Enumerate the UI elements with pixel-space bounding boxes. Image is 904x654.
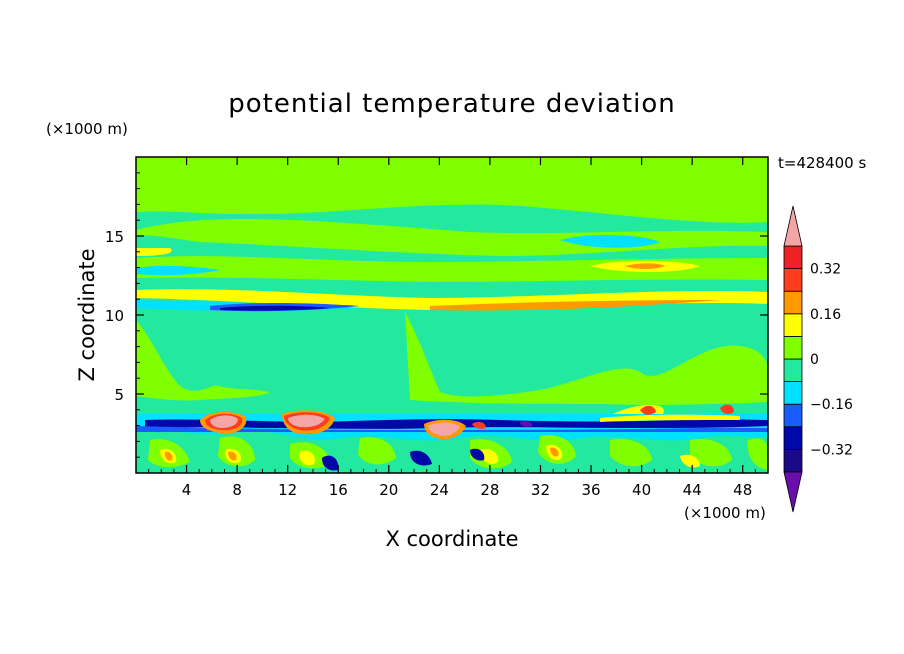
x-tick-label: 40 xyxy=(632,481,651,499)
x-tick-label: 36 xyxy=(581,481,600,499)
field-plume-pink-1 xyxy=(210,415,238,428)
colorbar-tick-label: 0.32 xyxy=(810,262,841,278)
colorbar-swatch xyxy=(783,313,803,337)
field-contour-orange-blob-13 xyxy=(625,263,665,269)
field-contour-mid-wisp-left xyxy=(136,320,270,401)
x-tick-label: 12 xyxy=(278,481,297,499)
colorbar-over-triangle xyxy=(783,205,803,247)
colorbar: 0.32 0.16 0 −0.16 −0.32 xyxy=(783,205,853,513)
x-unit-label: (×1000 m) xyxy=(684,504,766,522)
x-tick-label: 28 xyxy=(480,481,499,499)
y-axis-label: Z coordinate xyxy=(75,248,99,381)
y-unit-label: (×1000 m) xyxy=(46,120,128,138)
field-plume-purple-spots xyxy=(520,421,533,427)
field-contour-upper-green xyxy=(136,157,768,223)
x-axis-ticks: 4 8 12 16 20 24 28 32 36 40 44 48 xyxy=(148,157,756,499)
colorbar-tick-label: 0.16 xyxy=(810,307,841,323)
x-tick-label: 4 xyxy=(182,481,192,499)
colorbar-swatch xyxy=(783,358,803,383)
colorbar-swatch xyxy=(783,426,803,450)
time-label: t=428400 s xyxy=(778,154,866,172)
colorbar-swatch xyxy=(783,268,803,292)
y-axis-ticks: 5 10 15 xyxy=(105,172,768,458)
field-contour-cyan-blob xyxy=(560,234,660,248)
chart-title: potential temperature deviation xyxy=(228,89,675,119)
plot-area xyxy=(136,157,768,473)
x-tick-label: 24 xyxy=(430,481,449,499)
y-tick-label: 10 xyxy=(105,307,124,325)
colorbar-swatch xyxy=(783,245,803,270)
x-axis-label: X coordinate xyxy=(385,527,518,551)
x-tick-label: 16 xyxy=(329,481,348,499)
colorbar-tick-label: −0.16 xyxy=(810,397,853,413)
field-contour-navy-band-10 xyxy=(220,305,330,311)
x-tick-label: 8 xyxy=(232,481,242,499)
colorbar-swatch xyxy=(783,448,803,473)
y-tick-label: 5 xyxy=(114,386,124,404)
field-contour-mid-wisp-right xyxy=(405,312,768,405)
field-contour-cyan-band-12 xyxy=(136,265,220,276)
x-tick-label: 44 xyxy=(683,481,702,499)
colorbar-swatch xyxy=(783,290,803,315)
field-plume-pink-3 xyxy=(428,422,460,437)
colorbar-tick-label: −0.32 xyxy=(810,442,853,458)
colorbar-tick-label: 0 xyxy=(810,352,819,368)
y-tick-label: 15 xyxy=(105,228,124,246)
x-tick-label: 48 xyxy=(733,481,752,499)
x-tick-label: 32 xyxy=(531,481,550,499)
field-plume-yellow-strip xyxy=(600,414,740,422)
x-tick-label: 20 xyxy=(379,481,398,499)
field-contour-orange-band-11 xyxy=(430,300,720,311)
colorbar-swatch xyxy=(783,335,803,360)
colorbar-swatch xyxy=(783,381,803,405)
colorbar-under-triangle xyxy=(783,471,803,513)
colorbar-swatch xyxy=(783,403,803,428)
field-plume-pink-2 xyxy=(288,414,325,428)
field-contour-yellow-band-14 xyxy=(136,248,172,256)
